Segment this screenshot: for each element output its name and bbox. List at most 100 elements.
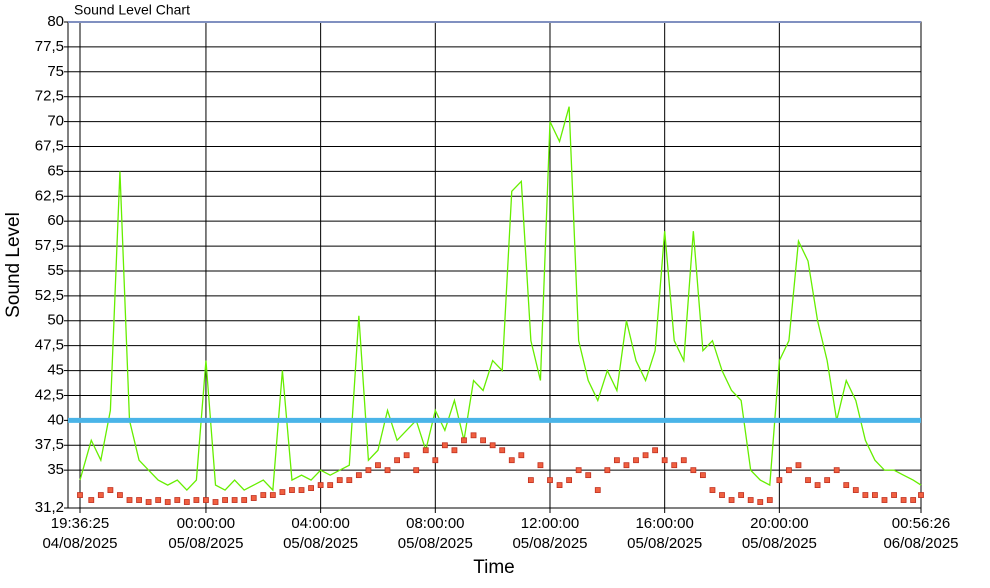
marker <box>566 477 573 484</box>
marker <box>470 432 477 439</box>
marker <box>77 492 83 498</box>
marker <box>910 497 917 503</box>
x-tick-label: 20:00:00 <box>750 515 808 532</box>
marker <box>317 482 324 488</box>
marker <box>203 497 209 503</box>
marker <box>671 462 678 469</box>
y-tick-label: 42,5 <box>35 386 64 403</box>
marker <box>805 477 811 484</box>
y-tick-label: 65 <box>47 162 64 179</box>
x-tick-label: 00:00:00 <box>177 515 235 532</box>
y-tick-label: 31,2 <box>35 499 64 516</box>
x-tick-label: 19:36:25 <box>51 515 109 532</box>
x-tick-label: 05/08/2025 <box>627 535 702 552</box>
marker <box>231 497 238 503</box>
marker <box>814 482 821 488</box>
marker <box>728 497 735 503</box>
marker <box>480 437 486 444</box>
marker <box>413 467 420 474</box>
marker <box>642 452 649 459</box>
marker <box>183 499 190 505</box>
x-tick-label: 08:00:00 <box>406 515 464 532</box>
y-tick-label: 45 <box>47 362 64 379</box>
x-tick-label: 04/08/2025 <box>42 535 117 552</box>
marker <box>766 497 773 503</box>
y-tick-label: 47,5 <box>35 337 64 354</box>
marker <box>575 467 582 474</box>
marker <box>260 492 267 498</box>
marker <box>432 457 439 464</box>
y-tick-label: 70 <box>47 113 64 130</box>
x-tick-label: 16:00:00 <box>635 515 693 532</box>
marker <box>422 447 429 454</box>
marker <box>757 499 764 505</box>
marker <box>508 457 515 464</box>
x-tick-label: 05/08/2025 <box>168 535 243 552</box>
x-tick-label: 05/08/2025 <box>742 535 817 552</box>
marker <box>661 457 668 464</box>
x-tick-label: 05/08/2025 <box>283 535 358 552</box>
marker <box>891 492 897 498</box>
marker <box>738 492 745 498</box>
x-tick-label: 04:00:00 <box>291 515 349 532</box>
marker <box>365 467 372 474</box>
y-axis-label: Sound Level <box>3 212 24 318</box>
marker <box>680 457 687 464</box>
marker <box>852 487 859 493</box>
y-tick-label: 80 <box>47 13 64 30</box>
y-tick-label: 75 <box>47 63 64 80</box>
marker <box>652 447 659 454</box>
marker <box>527 477 534 484</box>
marker <box>623 462 630 469</box>
y-tick-label: 52,5 <box>35 287 64 304</box>
marker <box>308 485 314 491</box>
x-tick-label: 05/08/2025 <box>512 535 587 552</box>
marker <box>518 452 525 459</box>
x-tick-label: 00:56:26 <box>892 515 950 532</box>
marker <box>403 452 410 459</box>
marker <box>900 497 907 503</box>
marker <box>594 487 601 493</box>
marker <box>336 477 343 484</box>
plot-area <box>67 21 922 509</box>
marker <box>126 497 133 503</box>
x-axis-label: Time <box>473 557 515 578</box>
y-tick-label: 67,5 <box>35 137 64 154</box>
marker <box>709 487 716 493</box>
marker <box>145 499 152 505</box>
marker <box>136 497 142 503</box>
marker <box>699 472 706 479</box>
marker <box>547 477 553 484</box>
y-tick-label: 55 <box>47 262 64 279</box>
y-tick-label: 77,5 <box>35 38 64 55</box>
y-tick-label: 60 <box>47 212 64 229</box>
marker <box>174 497 181 503</box>
marker <box>719 492 725 498</box>
marker <box>776 477 783 484</box>
y-tick-label: 62,5 <box>35 187 64 204</box>
marker <box>394 457 400 464</box>
marker <box>499 447 506 454</box>
y-tick-label: 50 <box>47 312 64 329</box>
marker <box>355 472 362 479</box>
marker <box>289 487 295 493</box>
marker <box>193 497 200 503</box>
marker <box>843 482 850 488</box>
marker <box>613 457 620 464</box>
marker <box>451 447 458 454</box>
marker <box>604 467 611 474</box>
marker <box>375 462 381 469</box>
marker <box>250 495 257 501</box>
marker <box>164 499 171 505</box>
y-tick-label: 72,5 <box>35 88 64 105</box>
marker <box>384 467 391 474</box>
marker <box>833 467 840 474</box>
marker <box>441 442 448 449</box>
marker <box>556 482 563 488</box>
x-tick-label: 06/08/2025 <box>883 535 958 552</box>
marker <box>269 492 276 498</box>
marker <box>327 482 334 488</box>
chart-title: Sound Level Chart <box>74 2 190 18</box>
marker <box>786 467 792 474</box>
